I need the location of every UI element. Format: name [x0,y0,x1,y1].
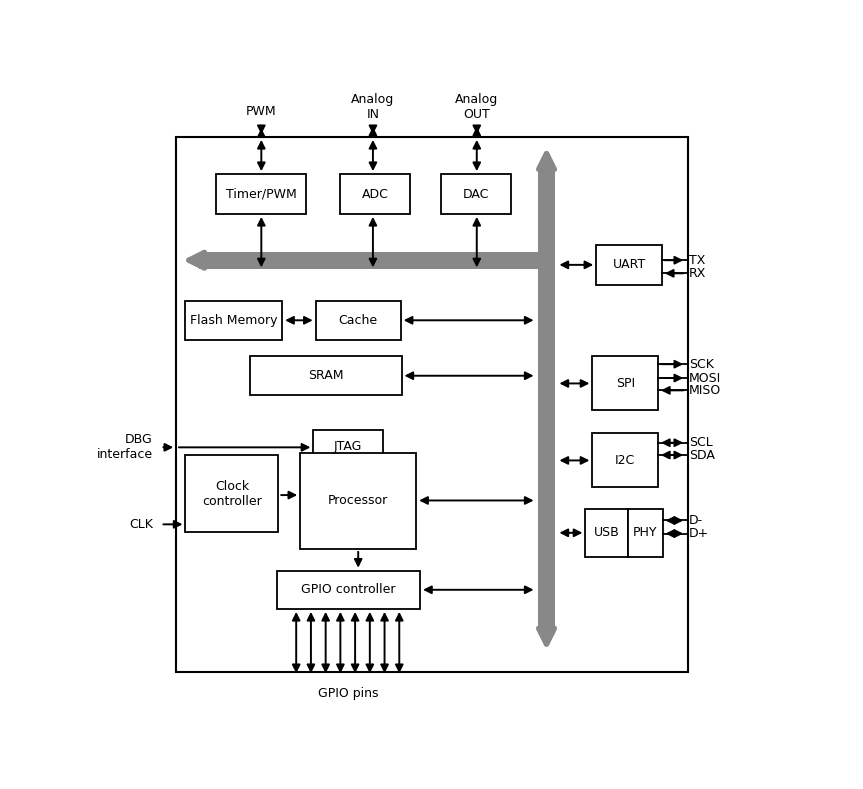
Text: Cache: Cache [338,314,378,327]
Bar [340,174,410,214]
Text: UART: UART [613,258,646,271]
Bar [628,509,663,557]
Bar [538,164,555,634]
Bar [316,301,400,339]
Bar [186,301,282,339]
Text: Clock
controller: Clock controller [202,480,261,507]
Bar [441,174,511,214]
Text: GPIO pins: GPIO pins [318,687,378,701]
Text: Timer/PWM: Timer/PWM [225,188,296,200]
Text: CLK: CLK [129,518,153,531]
Bar [313,430,383,464]
Text: SCL: SCL [690,436,713,449]
Text: RX: RX [690,267,707,280]
Text: SCK: SCK [690,357,714,371]
Text: D+: D+ [690,527,709,540]
Text: Analog
IN: Analog IN [351,93,394,121]
Text: MOSI: MOSI [690,372,721,384]
Bar [592,433,658,488]
Text: DBG
interface: DBG interface [97,433,153,462]
Text: Flash Memory: Flash Memory [190,314,278,327]
Bar [300,453,416,549]
Text: USB: USB [594,526,620,540]
Bar [176,137,688,672]
Bar [596,245,662,285]
Text: PWM: PWM [246,105,277,118]
Bar [217,174,306,214]
Bar [199,252,546,269]
Text: GPIO controller: GPIO controller [301,583,396,596]
Text: JTAG: JTAG [334,440,362,454]
Bar [585,509,628,557]
Bar [250,357,401,395]
Text: SRAM: SRAM [308,369,343,382]
Text: SDA: SDA [690,448,715,462]
Text: SPI: SPI [615,377,635,390]
Text: D-: D- [690,514,703,527]
Text: PHY: PHY [633,526,658,540]
Bar [592,357,658,410]
Text: MISO: MISO [690,384,721,397]
Text: Analog
OUT: Analog OUT [455,93,499,121]
Text: Processor: Processor [328,495,388,507]
Text: TX: TX [690,254,705,267]
Text: DAC: DAC [463,188,489,200]
Bar [277,570,420,609]
Text: ADC: ADC [362,188,388,200]
Text: I2C: I2C [615,454,635,467]
Bar [186,455,279,532]
